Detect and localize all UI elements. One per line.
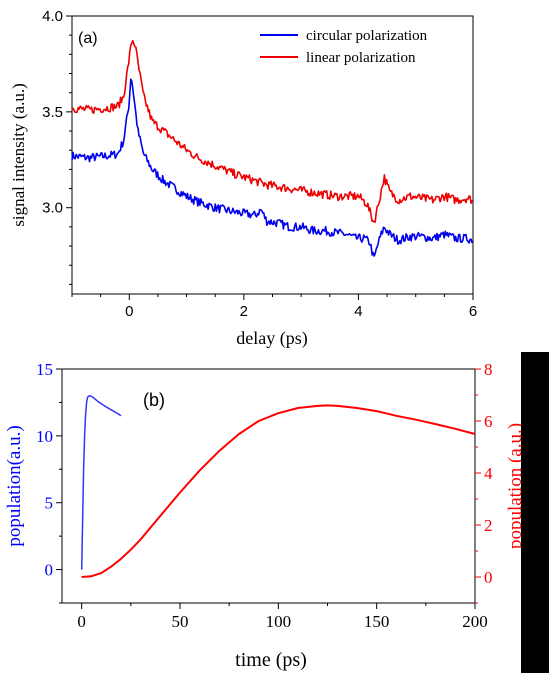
y-tick-label-right: 2 (484, 516, 493, 535)
legend-label-circular: circular polarization (306, 28, 428, 44)
panel-a-y-ticks: 3.0 3.5 4.0 (42, 8, 72, 285)
panel-b-label: (b) (143, 390, 165, 410)
x-tick-label: 2 (240, 303, 248, 320)
y-tick-label-right: 6 (484, 412, 493, 431)
y-tick-label-left: 5 (45, 494, 54, 513)
panel-b-right-y-ticks: 0 2 4 6 8 (475, 360, 493, 604)
x-tick-label: 50 (172, 612, 189, 631)
black-bar (521, 352, 549, 673)
series-line-circular (71, 78, 473, 257)
x-tick-label: 150 (364, 612, 390, 631)
series-line-linear (71, 39, 473, 223)
y-tick-label-left: 15 (36, 360, 53, 379)
y-tick-label: 3.0 (42, 200, 63, 217)
panel-b-x-label: time (ps) (235, 649, 307, 671)
panel-b-x-ticks: 0 50 100 150 200 (77, 603, 488, 631)
y-tick-label-right: 8 (484, 360, 493, 379)
panel-a: 0 2 4 6 3.0 3.5 4.0 (a) circular polarization… (9, 8, 477, 349)
panel-b-series (80, 394, 476, 578)
y-tick-label: 4.0 (42, 8, 63, 25)
panel-b-left-y-label: population(a.u.) (4, 425, 25, 546)
x-tick-label: 200 (462, 612, 488, 631)
series-line-right (81, 404, 476, 578)
x-tick-label: 4 (354, 303, 362, 320)
x-tick-label: 100 (266, 612, 292, 631)
panel-a-label: (a) (78, 30, 98, 47)
panel-a-legend: circular polarization linear polarizatio… (260, 28, 428, 66)
y-tick-label-left: 10 (36, 427, 53, 446)
legend-label-linear: linear polarization (306, 50, 416, 66)
x-tick-label: 6 (469, 303, 477, 320)
y-tick-label-right: 4 (484, 464, 493, 483)
panel-a-y-label: signal intensity (a.u.) (9, 83, 28, 227)
panel-a-x-label: delay (ps) (236, 328, 307, 349)
x-tick-label: 0 (77, 612, 86, 631)
panel-a-x-ticks: 0 2 4 6 (71, 294, 477, 320)
panel-b-right-y-label: population (a.u.) (505, 423, 526, 549)
series-line-left (80, 394, 122, 570)
x-tick-label: 0 (125, 303, 133, 320)
panel-b-frame (61, 368, 476, 604)
y-tick-label: 3.5 (42, 104, 63, 121)
y-tick-label-left: 0 (45, 561, 54, 580)
y-tick-label-right: 0 (484, 568, 493, 587)
panel-a-series (71, 39, 473, 257)
panel-b-left-y-ticks: 0 5 10 15 (36, 360, 62, 604)
